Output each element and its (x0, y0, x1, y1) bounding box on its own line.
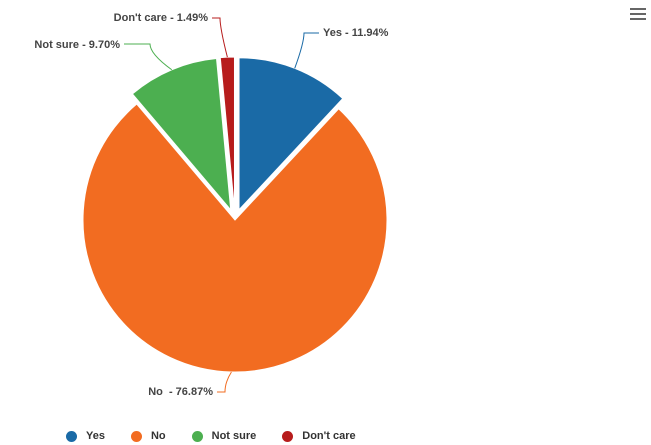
legend-label-no: No (150, 430, 166, 442)
data-label: Don't care - 1.49% (114, 12, 209, 24)
data-label: Not sure - 9.70% (34, 39, 120, 51)
legend-swatch-no (130, 430, 142, 442)
data-labels: Yes - 11.94% No - 76.87% Not sure - 9.70% D… (34, 12, 388, 398)
legend-swatch-not-sure (191, 430, 203, 442)
legend-label-yes: Yes (86, 430, 105, 442)
data-label: Yes - 11.94% (323, 27, 389, 39)
legend-label-not-sure: Not sure (211, 430, 257, 442)
legend-item-dont-care[interactable]: Don't care (282, 430, 356, 442)
hamburger-menu-icon[interactable] (630, 8, 646, 22)
data-label: No - 76.87% (148, 386, 213, 398)
legend: Yes No Not sure Don't care (66, 427, 382, 445)
label-connectors (124, 17, 319, 393)
legend-swatch-dont-care (282, 430, 294, 442)
label-connector (294, 32, 319, 69)
pie-slice-no[interactable] (82, 103, 388, 373)
label-connector (124, 43, 173, 71)
pie-slices (82, 56, 388, 373)
legend-swatch-yes (66, 430, 77, 442)
legend-item-not-sure[interactable]: Not sure (191, 430, 257, 442)
label-connector (217, 371, 232, 393)
pie-slice-don-t-care[interactable] (219, 56, 235, 210)
label-connector (212, 17, 228, 58)
legend-label-dont-care: Don't care (302, 430, 356, 442)
legend-item-yes[interactable]: Yes (66, 430, 105, 442)
legend-item-no[interactable]: No (130, 430, 166, 442)
